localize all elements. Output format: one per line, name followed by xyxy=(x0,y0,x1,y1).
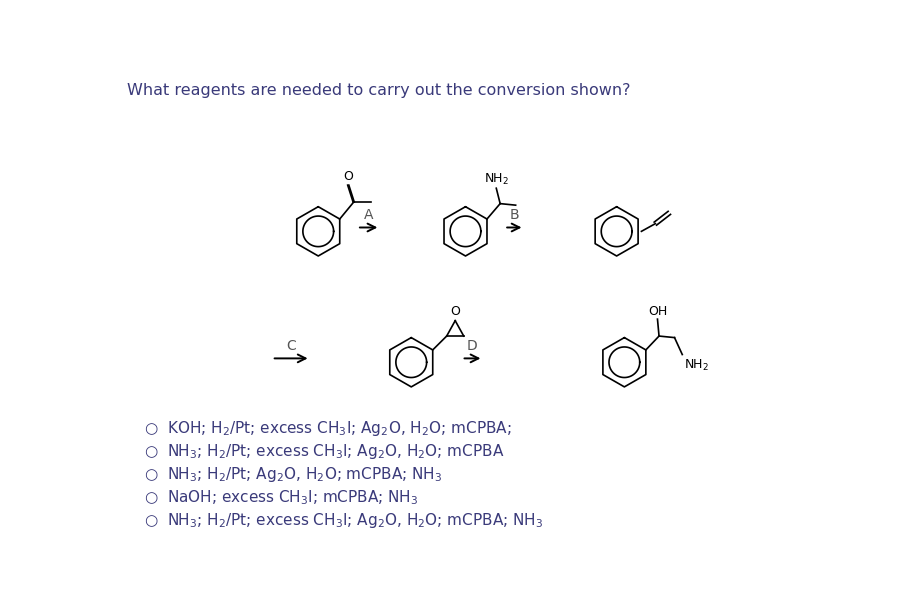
Text: ○  KOH; H$_2$/Pt; excess CH$_3$I; Ag$_2$O, H$_2$O; mCPBA;: ○ KOH; H$_2$/Pt; excess CH$_3$I; Ag$_2$O… xyxy=(143,419,511,438)
Text: ○  NH$_3$; H$_2$/Pt; excess CH$_3$I; Ag$_2$O, H$_2$O; mCPBA; NH$_3$: ○ NH$_3$; H$_2$/Pt; excess CH$_3$I; Ag$_… xyxy=(143,511,542,530)
Text: ○  NH$_3$; H$_2$/Pt; Ag$_2$O, H$_2$O; mCPBA; NH$_3$: ○ NH$_3$; H$_2$/Pt; Ag$_2$O, H$_2$O; mCP… xyxy=(143,465,441,484)
Text: C: C xyxy=(286,339,296,353)
Text: What reagents are needed to carry out the conversion shown?: What reagents are needed to carry out th… xyxy=(126,84,630,99)
Text: OH: OH xyxy=(647,305,667,318)
Text: B: B xyxy=(509,208,519,222)
Text: O: O xyxy=(343,170,353,183)
Text: A: A xyxy=(364,208,373,222)
Text: ○  NaOH; excess CH$_3$I; mCPBA; NH$_3$: ○ NaOH; excess CH$_3$I; mCPBA; NH$_3$ xyxy=(143,488,418,507)
Text: O: O xyxy=(450,305,460,318)
Text: NH$_2$: NH$_2$ xyxy=(683,358,708,373)
Text: NH$_2$: NH$_2$ xyxy=(483,171,508,187)
Text: ○  NH$_3$; H$_2$/Pt; excess CH$_3$I; Ag$_2$O, H$_2$O; mCPBA: ○ NH$_3$; H$_2$/Pt; excess CH$_3$I; Ag$_… xyxy=(143,442,503,461)
Text: D: D xyxy=(466,339,477,353)
